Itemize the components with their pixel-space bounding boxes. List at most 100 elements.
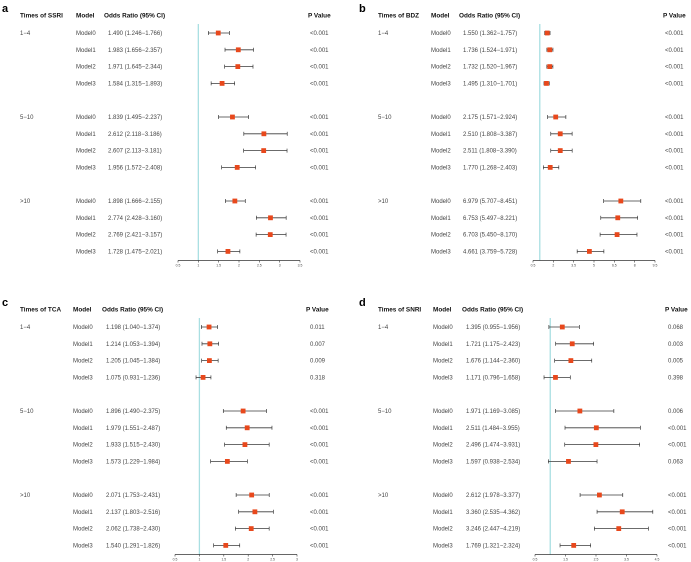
forest-panel-d: d Times of SNRI Model Odds Ratio (95% CI) P … [359,297,688,562]
p-value: <0.001 [665,165,684,171]
odds-ratio-text: 1.956 (1.572−2.408) [108,165,162,171]
odds-ratio-text: 1.721 (1.175−2.423) [466,342,520,348]
model-label: Model1 [76,48,96,54]
odds-ratio-marker [268,215,273,221]
model-label: Model1 [431,132,451,138]
odds-ratio-marker [566,459,571,464]
header-odds-ratio: Odds Ratio (95% CI) [104,13,165,20]
group-label: 5−10 [378,115,392,121]
odds-ratio-marker [557,131,563,137]
odds-ratio-marker [200,375,206,380]
model-label: Model1 [431,216,451,222]
panel-label: a [2,3,9,15]
odds-ratio-text: 2.175 (1.571−2.924) [463,115,517,121]
odds-ratio-text: 3.360 (2.535−4.362) [466,510,520,516]
model-label: Model0 [76,199,96,205]
forest-panel-c: c Times of TCA Model Odds Ratio (95% CI) P V… [2,297,329,562]
odds-ratio-text: 1.075 (0.931−1.236) [106,375,160,381]
odds-ratio-marker [614,232,620,237]
header-model: Model [73,307,92,314]
odds-ratio-text: 6.753 (5.497−8.221) [463,216,517,222]
model-label: Model0 [73,325,93,331]
p-value: <0.001 [310,48,329,54]
odds-ratio-marker [593,425,599,431]
model-label: Model2 [73,443,93,449]
p-value: <0.001 [310,216,329,222]
odds-ratio-text: 1.769 (1.321−2.324) [466,543,520,549]
odds-ratio-text: 1.205 (1.045−1.384) [106,359,160,365]
odds-ratio-text: 6.979 (5.707−8.451) [463,199,517,205]
odds-ratio-marker [547,64,553,69]
model-label: Model0 [431,31,451,37]
p-value: <0.001 [310,233,329,239]
p-value: 0.009 [310,359,326,365]
x-tick-label: 3.5 [298,264,303,268]
odds-ratio-text: 2.496 (1.474−3.931) [466,443,520,449]
model-label: Model2 [433,443,453,449]
model-label: Model2 [431,65,451,71]
p-value: <0.001 [665,48,684,54]
odds-ratio-marker [544,81,549,86]
odds-ratio-marker [593,442,599,447]
odds-ratio-text: 2.511 (1.484−3.955) [466,426,520,432]
p-value: <0.001 [668,443,687,449]
x-tick-label: 2 [552,264,554,268]
x-tick-label: 4.5 [655,558,660,562]
model-label: Model1 [431,48,451,54]
p-value: <0.001 [310,149,329,155]
odds-ratio-marker [244,425,250,431]
odds-ratio-text: 1.770 (1.268−2.403) [463,165,517,171]
odds-ratio-marker [235,64,241,69]
x-tick-label: 2.5 [270,558,275,562]
p-value: <0.001 [310,493,329,499]
odds-ratio-marker [248,526,254,531]
odds-ratio-text: 2.612 (2.118−3.186) [108,132,162,138]
header-odds-ratio: Odds Ratio (95% CI) [462,307,523,314]
model-label: Model3 [433,459,453,465]
x-tick-label: 1 [198,558,200,562]
odds-ratio-text: 1.584 (1.315−1.893) [108,81,162,87]
model-label: Model0 [431,199,451,205]
odds-ratio-marker [242,442,248,447]
odds-ratio-text: 1.171 (0.796−1.658) [466,375,520,381]
odds-ratio-text: 2.769 (2.421−3.157) [108,233,162,239]
group-label: 1−4 [378,31,389,37]
group-label: 1−4 [378,325,389,331]
panel-label: d [359,297,366,309]
group-label: >10 [378,199,389,205]
odds-ratio-text: 1.736 (1.524−1.971) [463,48,517,54]
odds-ratio-text: 1.540 (1.291−1.826) [106,543,160,549]
odds-ratio-text: 1.495 (1.310−1.701) [463,81,517,87]
odds-ratio-marker [215,30,221,36]
odds-ratio-marker [547,165,553,170]
forest-panel-b: b Times of BDZ Model Odds Ratio (95% CI) P V… [359,3,686,268]
p-value: <0.001 [310,443,329,449]
x-tick-label: 0.5 [531,264,536,268]
group-label: 5−10 [20,409,34,415]
odds-ratio-marker [206,324,212,330]
odds-ratio-text: 2.612 (1.978−3.377) [466,493,520,499]
odds-ratio-text: 1.395 (0.955−1.956) [466,325,520,331]
odds-ratio-text: 1.971 (1.645−2.344) [108,65,162,71]
x-tick-label: 2 [238,264,240,268]
odds-ratio-marker [234,165,240,170]
p-value: <0.001 [668,527,687,533]
odds-ratio-text: 1.983 (1.656−2.357) [108,48,162,54]
p-value: <0.001 [310,459,329,465]
odds-ratio-marker [207,358,212,363]
model-label: Model2 [73,527,93,533]
header-group: Times of TCA [20,307,61,314]
model-label: Model2 [76,65,96,71]
odds-ratio-text: 1.728 (1.475−2.021) [108,249,162,255]
p-value: 0.007 [310,342,326,348]
odds-ratio-marker [553,114,559,120]
x-tick-label: 2 [247,558,249,562]
model-label: Model3 [431,249,451,255]
x-tick-label: 3 [279,264,281,268]
odds-ratio-text: 1.490 (1.246−1.766) [108,31,162,37]
header-p-value: P Value [306,307,329,314]
group-label: 5−10 [378,409,392,415]
x-tick-label: 1 [197,264,199,268]
